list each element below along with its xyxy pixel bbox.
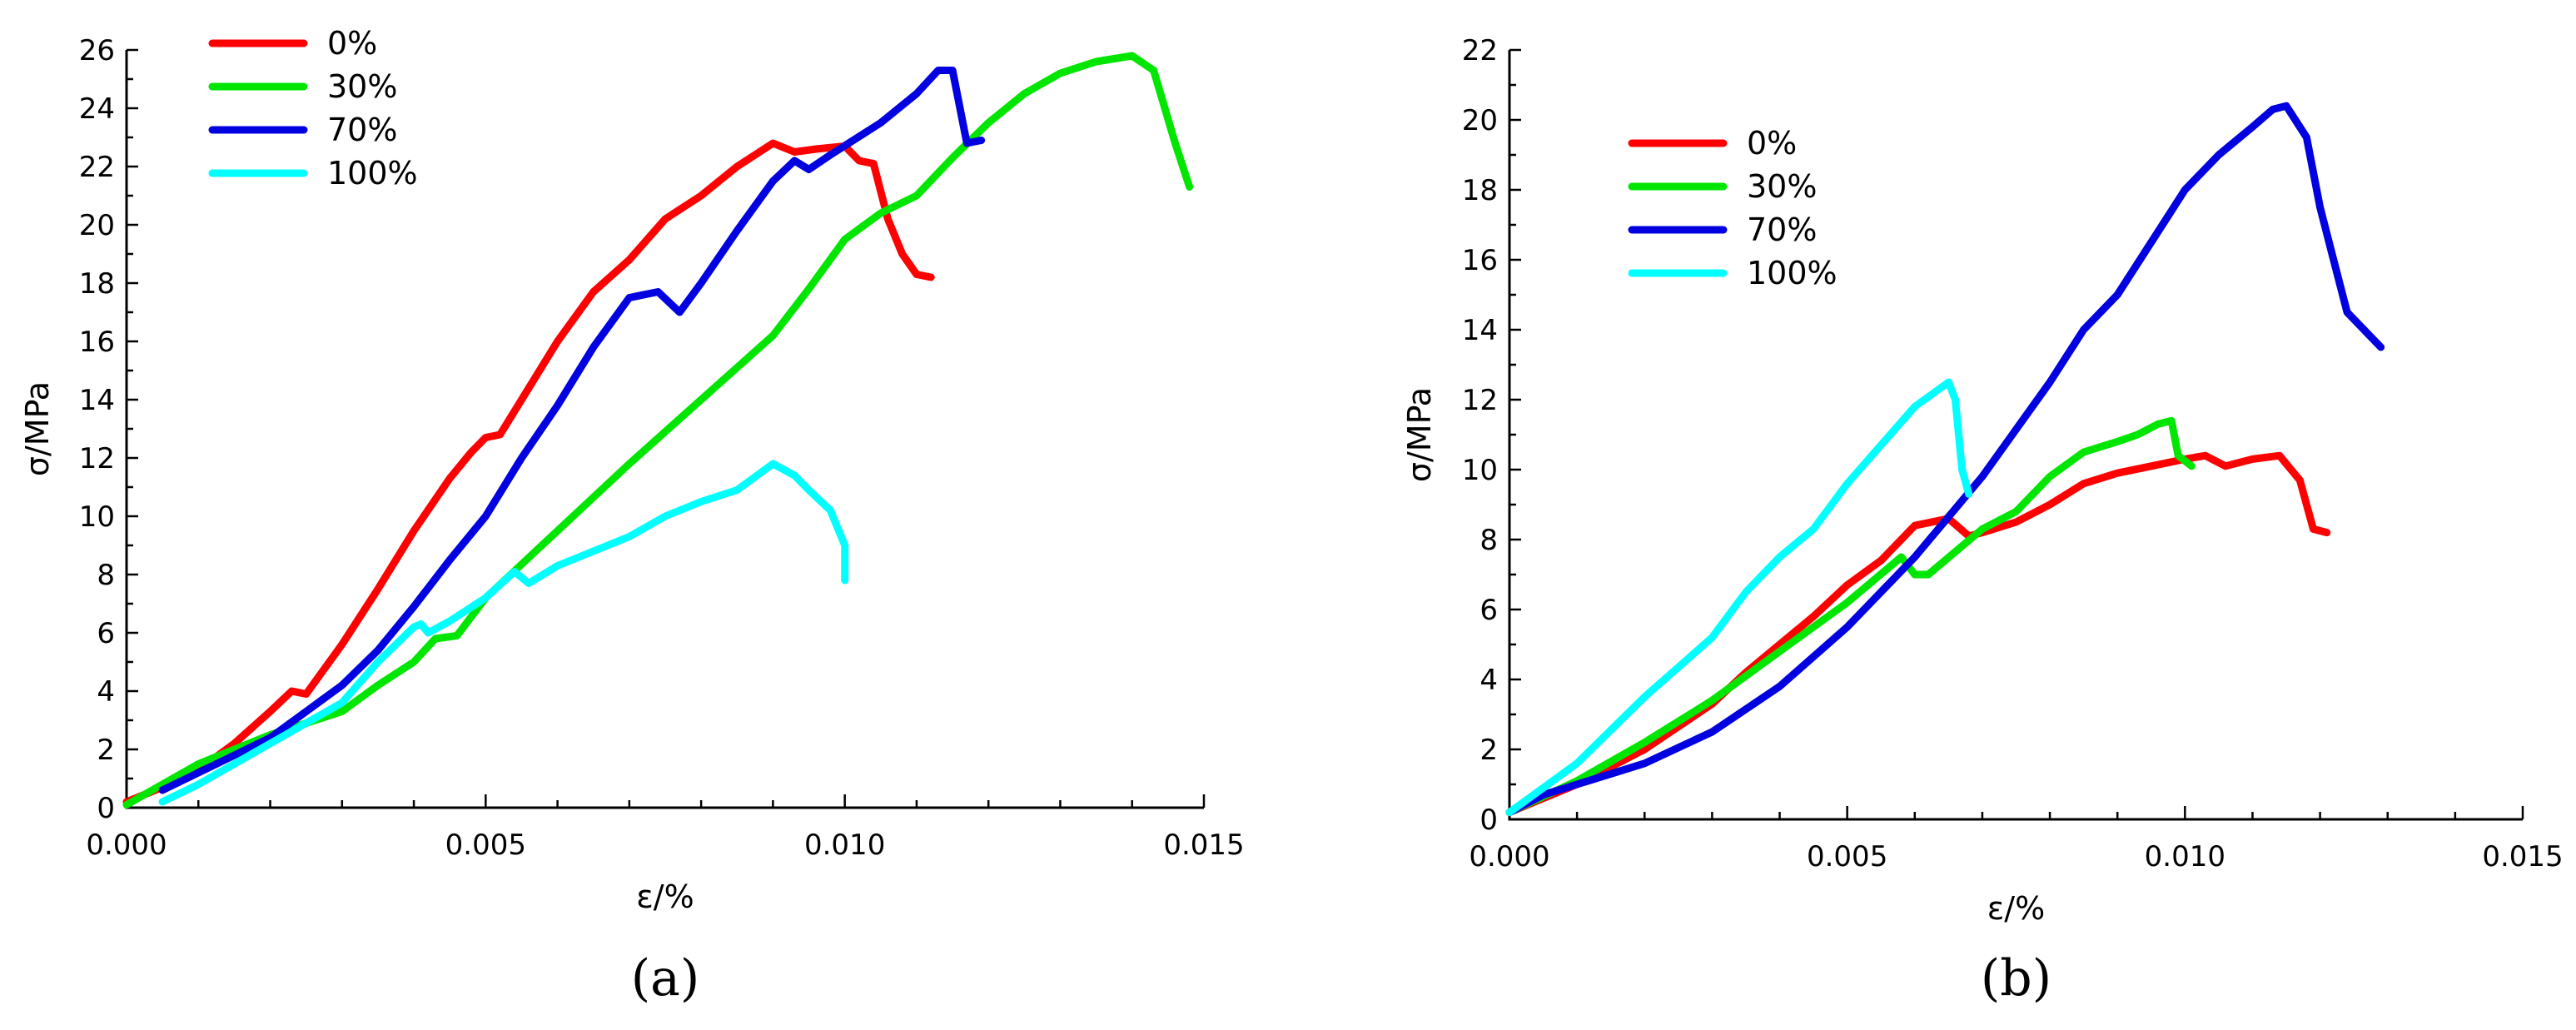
legend-label: 30% [327,68,397,105]
x-tick-label: 0.000 [86,828,167,862]
y-tick-label: 18 [1462,174,1498,207]
y-tick-label: 4 [97,675,115,709]
x-tick-label: 0.010 [2145,840,2225,873]
y-tick-label: 6 [97,617,115,650]
y-tick-label: 14 [79,384,115,417]
y-tick-label: 2 [97,734,115,767]
y-tick-label: 22 [79,151,115,184]
y-tick-label: 10 [1462,454,1498,487]
x-tick-label: 0.005 [445,828,526,862]
y-tick-label: 16 [1462,244,1498,277]
y-tick-label: 12 [79,442,115,475]
y-tick-label: 6 [1479,594,1498,627]
panel-label: (a) [631,949,700,1008]
legend-label: 30% [1747,168,1817,205]
y-tick-label: 18 [79,267,115,301]
legend-label: 100% [327,155,418,192]
series-line-30pct [122,52,1194,809]
x-tick-label: 0.005 [1807,840,1887,873]
y-tick-label: 20 [1462,104,1498,137]
y-tick-label: 4 [1479,664,1498,697]
y-tick-label: 22 [1462,34,1498,67]
series-line-70pct [158,67,986,794]
y-tick-label: 0 [1479,804,1498,837]
x-axis-label: ε/% [1987,890,2045,927]
y-axis-label: σ/MPa [19,381,56,476]
y-tick-label: 8 [1479,524,1498,557]
legend-label: 70% [327,112,397,148]
panel-b-chart: 0 2 4 6 8 10 12 14 16 18 20 22 0.000 0.005 0.010 0.015 ε… [1401,34,2564,1008]
y-tick-label: 14 [1462,314,1498,347]
y-tick-label: 24 [79,92,115,126]
series-line-0pct [122,139,935,806]
legend-label: 100% [1747,255,1838,291]
legend-label: 0% [327,25,377,62]
series-line-30pct [1505,416,2196,817]
legend-label: 70% [1747,211,1817,248]
x-axis-label: ε/% [636,878,694,915]
x-tick-label: 0.015 [2482,840,2563,873]
x-tick-label: 0.015 [1163,828,1244,862]
y-tick-label: 2 [1479,734,1498,767]
series-line-70pct [1505,102,2385,817]
panel-label: (b) [1981,949,2051,1008]
y-tick-label: 20 [79,209,115,242]
y-tick-label: 16 [79,326,115,359]
y-tick-label: 12 [1462,384,1498,417]
legend-label: 0% [1747,125,1797,162]
y-tick-label: 10 [79,500,115,534]
series-line-0pct [1505,451,2331,817]
y-axis-label: σ/MPa [1401,387,1438,482]
series-line-100pct [1505,378,1973,817]
x-tick-label: 0.000 [1469,840,1549,873]
y-tick-label: 0 [97,792,115,825]
series-line-100pct [158,460,849,806]
x-tick-label: 0.010 [804,828,885,862]
y-tick-label: 26 [79,34,115,67]
y-tick-label: 8 [97,559,115,592]
